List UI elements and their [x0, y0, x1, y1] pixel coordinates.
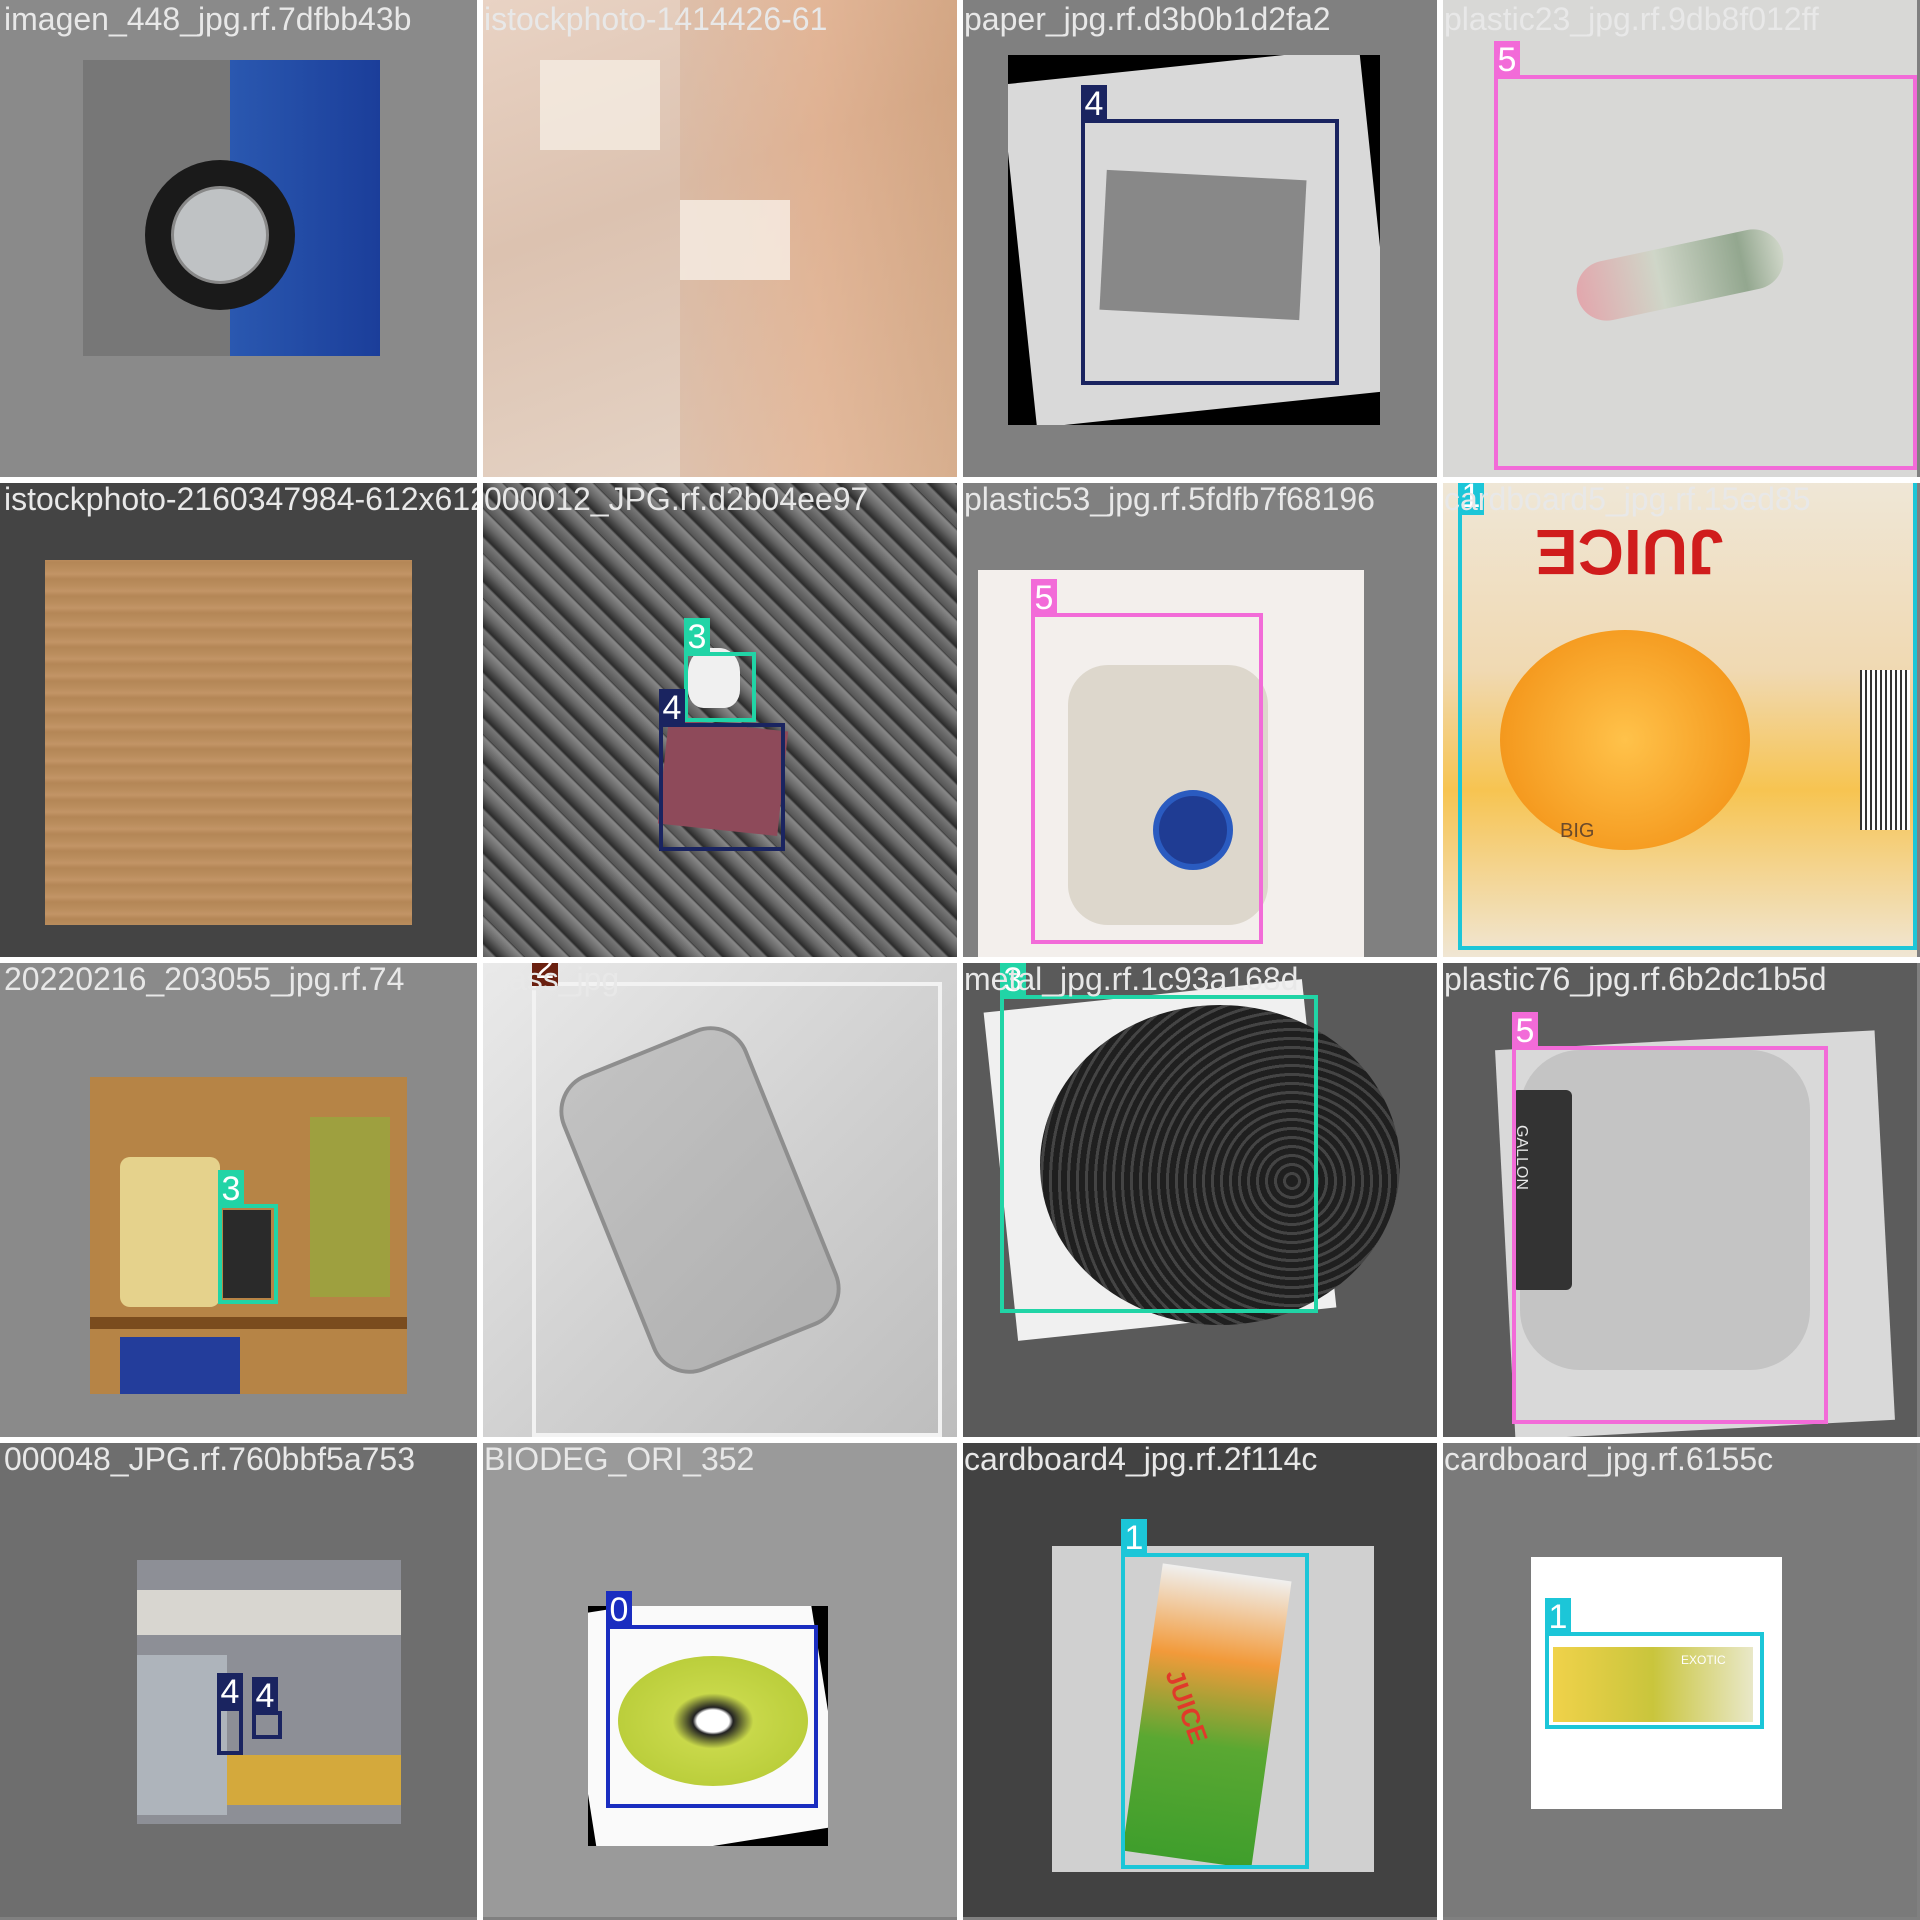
bbox-class-1: 1 — [1121, 1519, 1309, 1869]
bbox-label: 3 — [1000, 961, 1026, 999]
filename-label: 000048_JPG.rf.760bbf5a753 — [4, 1441, 415, 1477]
bbox-class-5: 5 — [1494, 41, 1917, 470]
tile-juice-box: JUICE 1 cardboard4_jpg.rf.2f114c — [960, 1440, 1437, 1917]
padding-top — [960, 0, 1437, 55]
wheel-rim — [171, 186, 269, 284]
bbox-class-0: 0 — [606, 1591, 818, 1808]
bbox-class-2: 2 — [532, 960, 942, 1437]
filename-label: paper_jpg.rf.d3b0b1d2fa2 — [964, 1, 1331, 37]
filename-label: plastic76_jpg.rf.6b2dc1b5d — [1444, 961, 1827, 997]
paper-photo — [1008, 55, 1380, 425]
jug-photo — [978, 570, 1364, 957]
bbox-class-5: 5 — [1031, 579, 1263, 944]
bbox-class-4: 4 — [659, 689, 785, 851]
can-shape — [223, 1210, 271, 1298]
bbox-class-4: 4 — [252, 1677, 282, 1739]
bbox-class-3: 3 — [1000, 961, 1318, 1313]
filename-label: metal_jpg.rf.1c93a168d — [964, 961, 1299, 997]
bbox-label: 4 — [217, 1673, 243, 1711]
filename-label: istockphoto-1414426-61 — [484, 1, 828, 37]
wood-texture — [45, 560, 412, 925]
label-strip — [1512, 1090, 1572, 1290]
filename-label: imagen_448_jpg.rf.7dfbb43b — [4, 1, 412, 37]
padding-left — [960, 0, 1008, 477]
filename-label: plastic23_jpg.rf.9db8f012ff — [1444, 1, 1819, 37]
carton-shape — [1553, 1647, 1753, 1722]
bbox-class-5: 5 — [1512, 1012, 1828, 1424]
filename-label: 20220216_203055_jpg.rf.74 — [4, 961, 405, 997]
tire-photo — [83, 60, 380, 356]
window-blur — [540, 60, 660, 150]
bbox-label: 5 — [1512, 1012, 1538, 1050]
juice-photo: JUICE — [1052, 1546, 1374, 1872]
tile-glass-jar: 2 glass_jpg — [480, 960, 957, 1437]
bbox-label: 2 — [532, 960, 558, 986]
carton-sub: BIG — [1560, 820, 1595, 842]
filename-label: 000012_JPG.rf.d2b04ee97 — [484, 481, 869, 517]
filename-label: cardboard5_jpg.rf.15ed85 — [1444, 481, 1811, 517]
bbox-label: 5 — [1494, 41, 1520, 79]
crosswalk-stripe — [137, 1590, 401, 1635]
grid-divider-h1 — [0, 477, 1920, 483]
oil-bottles — [310, 1117, 390, 1297]
tile-interior: istockphoto-1414426-61 — [480, 0, 957, 477]
bbox-label: 1 — [1458, 480, 1484, 515]
tile-exotic-juice: EXOTIC 1 cardboard_jpg.rf.6155c — [1440, 1440, 1917, 1917]
bbox-label: 1 — [1545, 1598, 1571, 1636]
tile-tire: imagen_448_jpg.rf.7dfbb43b — [0, 0, 477, 477]
grid-divider-h2 — [0, 957, 1920, 963]
bbox-label: 4 — [1081, 85, 1107, 123]
filename-label: istockphoto-2160347984-612x612_jpg.rf — [4, 481, 477, 517]
carton-brand: EXOTIC — [1681, 1653, 1726, 1667]
filename-label: glass_jpg — [484, 961, 620, 997]
filename-label: cardboard4_jpg.rf.2f114c — [964, 1441, 1318, 1477]
barcode — [1860, 670, 1910, 830]
grid-divider-h3 — [0, 1437, 1920, 1443]
container-shape — [120, 1337, 240, 1394]
tile-paper: 4 paper_jpg.rf.d3b0b1d2fa2 — [960, 0, 1437, 477]
tile-cobblestone: 3 4 000012_JPG.rf.d2b04ee97 — [480, 480, 957, 957]
bbox-label: 1 — [1121, 1519, 1147, 1557]
exotic-photo: EXOTIC — [1531, 1557, 1782, 1809]
orange-slice — [1500, 630, 1750, 850]
jar-shape — [120, 1157, 220, 1307]
tile-wood: istockphoto-2160347984-612x612_jpg.rf — [0, 480, 477, 957]
filename-label: plastic53_jpg.rf.5fdfb7f68196 — [964, 481, 1375, 517]
glass-background — [480, 960, 957, 1437]
filename-label: BIODEG_ORI_352 — [484, 1441, 755, 1477]
filename-label: cardboard_jpg.rf.6155c — [1444, 1441, 1774, 1477]
bbox-label: 3 — [218, 1170, 244, 1208]
jug-shape — [1068, 665, 1268, 925]
bbox-class-4: 4 — [217, 1673, 243, 1755]
kiwi-slice — [618, 1656, 808, 1786]
bbox-label: 4 — [252, 1677, 278, 1715]
blue-cap — [1153, 790, 1233, 870]
tile-kiwi: 0 BIODEG_ORI_352 — [480, 1440, 957, 1917]
padding-right — [1380, 0, 1437, 477]
sidewalk — [137, 1655, 227, 1815]
white-paper-shape — [688, 648, 740, 708]
tile-plastic-gallon: GALLON 5 plastic76_jpg.rf.6b2dc1b5d — [1440, 960, 1917, 1437]
bbox-class-3: 3 — [684, 618, 756, 722]
bbox-class-1: 1 — [1458, 480, 1917, 950]
tile-metal: 3 metal_jpg.rf.1c93a168d — [960, 960, 1437, 1437]
shelf-board — [90, 1317, 407, 1329]
bbox-class-3: 3 — [218, 1170, 278, 1304]
bbox-label: 0 — [606, 1591, 632, 1629]
bbox-class-1: 1 — [1545, 1598, 1764, 1729]
tile-juice-carton: JUICE BIG 1 cardboard5_jpg.rf.15ed85 — [1440, 480, 1917, 957]
padding-bottom — [960, 425, 1437, 477]
bbox-label: 5 — [1031, 579, 1057, 617]
bbox-label: 3 — [684, 618, 710, 656]
tile-plastic-cap: 5 plastic53_jpg.rf.5fdfb7f68196 — [960, 480, 1437, 957]
bbox-class-4: 4 — [1081, 85, 1339, 385]
pan-shape — [1040, 1005, 1400, 1325]
road-photo — [137, 1560, 401, 1824]
bbox-label: 4 — [659, 689, 685, 727]
window-blur-2 — [680, 200, 790, 280]
tile-pantry: 3 20220216_203055_jpg.rf.74 — [0, 960, 477, 1437]
tile-road: 4 4 000048_JPG.rf.760bbf5a753 — [0, 1440, 477, 1917]
tile-plastic-bottle: 5 plastic23_jpg.rf.9db8f012ff — [1440, 0, 1917, 477]
